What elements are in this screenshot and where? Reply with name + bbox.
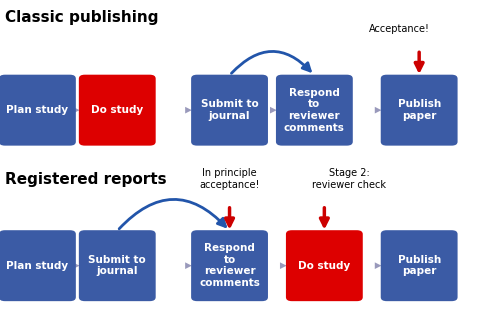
FancyBboxPatch shape: [276, 75, 353, 146]
FancyBboxPatch shape: [191, 75, 268, 146]
FancyBboxPatch shape: [0, 75, 76, 146]
FancyBboxPatch shape: [0, 230, 76, 301]
Text: Stage 2:
reviewer check: Stage 2: reviewer check: [312, 168, 386, 190]
Text: Acceptance!: Acceptance!: [369, 24, 430, 34]
FancyBboxPatch shape: [191, 230, 268, 301]
FancyBboxPatch shape: [381, 230, 458, 301]
Text: Respond
to
reviewer
comments: Respond to reviewer comments: [199, 243, 260, 288]
FancyBboxPatch shape: [79, 230, 156, 301]
Text: Submit to
journal: Submit to journal: [201, 99, 258, 121]
FancyBboxPatch shape: [286, 230, 363, 301]
Text: Classic publishing: Classic publishing: [5, 10, 159, 25]
Text: Do study: Do study: [298, 261, 350, 271]
Text: Registered reports: Registered reports: [5, 172, 167, 187]
Text: Plan study: Plan study: [6, 261, 68, 271]
Text: Plan study: Plan study: [6, 105, 68, 115]
Text: Respond
to
reviewer
comments: Respond to reviewer comments: [284, 88, 345, 133]
Text: In principle
acceptance!: In principle acceptance!: [200, 168, 259, 190]
Text: Publish
paper: Publish paper: [398, 255, 441, 276]
FancyBboxPatch shape: [79, 75, 156, 146]
FancyBboxPatch shape: [381, 75, 458, 146]
Text: Publish
paper: Publish paper: [398, 99, 441, 121]
Text: Do study: Do study: [91, 105, 143, 115]
Text: Submit to
journal: Submit to journal: [88, 255, 146, 276]
